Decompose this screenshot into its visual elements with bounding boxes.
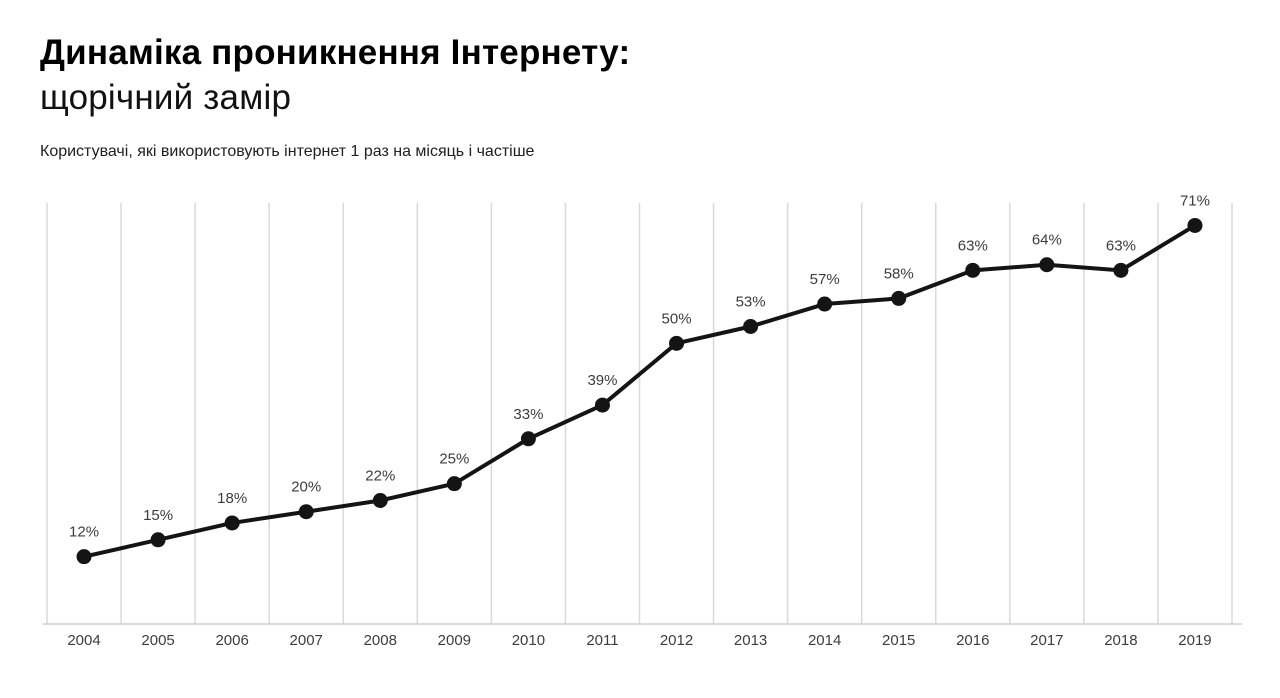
- data-label: 22%: [365, 468, 395, 485]
- title-line-1: Динаміка проникнення Інтернету:: [40, 33, 631, 72]
- x-axis-tick-label: 2007: [290, 632, 323, 649]
- x-axis-tick-label: 2011: [586, 632, 618, 649]
- data-label: 64%: [1032, 232, 1062, 249]
- data-point: [669, 335, 685, 351]
- data-label: 63%: [1106, 237, 1136, 254]
- title-line-2: щорічний замір: [40, 78, 292, 117]
- x-axis-tick-label: 2019: [1178, 632, 1211, 649]
- data-label: 25%: [439, 451, 469, 468]
- x-axis-tick-label: 2017: [1030, 632, 1063, 649]
- x-axis-tick-label: 2008: [364, 632, 397, 649]
- data-label: 63%: [958, 237, 988, 254]
- data-point: [817, 296, 833, 312]
- data-label: 50%: [662, 310, 692, 327]
- x-axis-tick-label: 2013: [734, 632, 767, 649]
- data-point: [965, 262, 981, 278]
- page-title: Динаміка проникнення Інтернету: щорічний…: [0, 0, 1280, 120]
- data-point: [372, 493, 388, 509]
- data-label: 20%: [291, 479, 321, 496]
- data-point: [298, 504, 314, 520]
- chart-subtitle: Користувачі, які використовують інтернет…: [40, 143, 535, 160]
- series-line: [82, 223, 1197, 559]
- x-axis-tick-label: 2010: [512, 632, 545, 649]
- data-point: [594, 397, 610, 413]
- data-point: [150, 532, 166, 548]
- x-axis-tick-label: 2016: [956, 632, 989, 649]
- x-axis-tick-label: 2012: [660, 632, 693, 649]
- data-label: 33%: [513, 406, 543, 423]
- data-label: 71%: [1180, 192, 1210, 209]
- data-label: 18%: [217, 490, 247, 507]
- data-point: [1187, 217, 1203, 233]
- data-label: 15%: [143, 507, 173, 524]
- x-axis-tick-label: 2006: [215, 632, 248, 649]
- data-label: 12%: [69, 524, 99, 541]
- data-point: [224, 515, 240, 531]
- data-label: 57%: [810, 271, 840, 288]
- data-point: [743, 318, 759, 334]
- data-point: [1113, 262, 1129, 278]
- data-label: 58%: [884, 265, 914, 282]
- x-axis-tick-label: 2014: [808, 632, 841, 649]
- x-axis-tick-label: 2009: [438, 632, 471, 649]
- x-axis-tick-label: 2018: [1104, 632, 1137, 649]
- data-label: 39%: [587, 372, 617, 389]
- data-point: [891, 290, 907, 306]
- data-point: [446, 476, 462, 492]
- x-axis-tick-label: 2005: [141, 632, 174, 649]
- data-point: [76, 549, 92, 565]
- data-point: [1039, 257, 1055, 273]
- data-point: [520, 431, 536, 447]
- data-label: 53%: [736, 293, 766, 310]
- line-chart: 12% 15% 18% 20% 22% 25% 33% 39% 50% 53% 57% 58% 63% 6…: [43, 192, 1242, 649]
- x-axis-tick-label: 2015: [882, 632, 915, 649]
- x-axis-tick-label: 2004: [67, 632, 100, 649]
